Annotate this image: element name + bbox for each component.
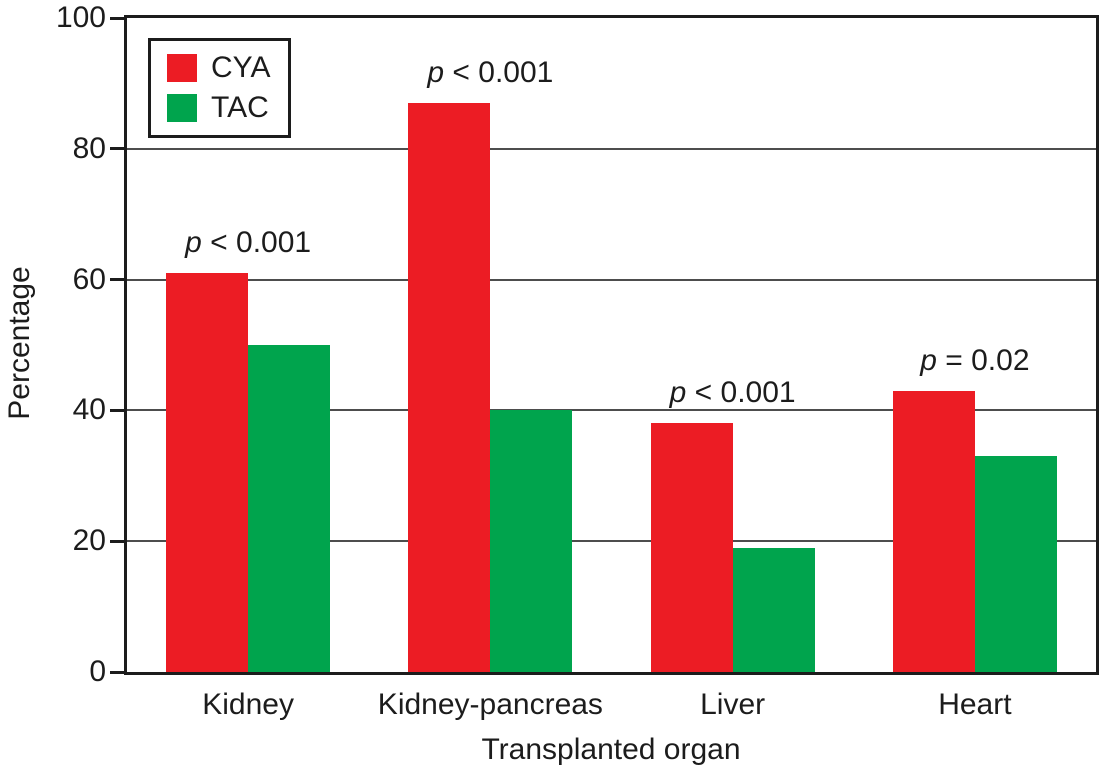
p-value-annotation-kidney: p < 0.001: [185, 227, 311, 259]
y-tick-label-40: 40: [72, 393, 106, 427]
y-tick-label-100: 100: [55, 1, 106, 34]
y-tick-100: [110, 16, 124, 20]
p-symbol: p: [427, 56, 445, 90]
bar-cya-kidney: [166, 273, 249, 672]
p-value-annotation-heart: p = 0.02: [920, 343, 1030, 377]
bar-tac-liver: [732, 547, 815, 672]
bar-tac-heart: [974, 456, 1057, 672]
x-category-label-kidney-pancreas: Kidney-pancreas: [377, 688, 603, 721]
legend-item-cya: CYA: [167, 53, 270, 83]
y-tick-label-20: 20: [72, 524, 106, 558]
y-tick-label-80: 80: [72, 131, 106, 165]
legend-item-tac: TAC: [167, 93, 270, 123]
y-tick-label-0: 0: [89, 655, 106, 688]
p-value-annotation-kidney-pancreas: p < 0.001: [427, 57, 553, 89]
gridline-60: [127, 278, 1096, 281]
p-value-text: = 0.02: [936, 343, 1030, 377]
x-category-label-liver: Liver: [700, 688, 766, 721]
bar-cya-liver: [650, 423, 733, 672]
legend: CYA TAC: [148, 38, 292, 138]
x-category-label-heart: Heart: [938, 688, 1012, 721]
y-tick-0: [110, 670, 124, 674]
legend-label-tac: TAC: [211, 91, 269, 124]
bar-cya-kidney-pancreas: [408, 103, 491, 672]
bar-tac-kidney: [248, 345, 331, 672]
p-symbol: p: [669, 376, 687, 410]
x-category-label-kidney: Kidney: [202, 688, 294, 721]
legend-label-cya: CYA: [211, 51, 271, 84]
x-axis-title: Transplanted organ: [481, 733, 741, 766]
gridline-20: [127, 540, 1096, 543]
y-tick-80: [110, 147, 124, 151]
gridline-80: [127, 147, 1096, 150]
p-symbol: p: [185, 226, 202, 260]
p-value-text: < 0.001: [686, 376, 796, 410]
gridline-40: [127, 409, 1096, 412]
y-tick-60: [110, 278, 124, 282]
p-value-annotation-liver: p < 0.001: [670, 377, 796, 409]
bar-cya-heart: [892, 390, 975, 672]
bar-tac-kidney-pancreas: [490, 410, 573, 672]
legend-swatch-cya-icon: [167, 54, 197, 82]
plot-area: CYA TAC p < 0.001 p < 0.001 p < 0.001 p = 0.…: [124, 15, 1099, 675]
p-value-text: < 0.001: [444, 56, 554, 90]
y-tick-label-60: 60: [72, 262, 106, 296]
y-tick-20: [110, 539, 124, 543]
p-value-text: < 0.001: [201, 226, 312, 260]
p-symbol: p: [920, 343, 937, 377]
y-tick-40: [110, 408, 124, 412]
legend-swatch-tac-icon: [167, 94, 197, 122]
